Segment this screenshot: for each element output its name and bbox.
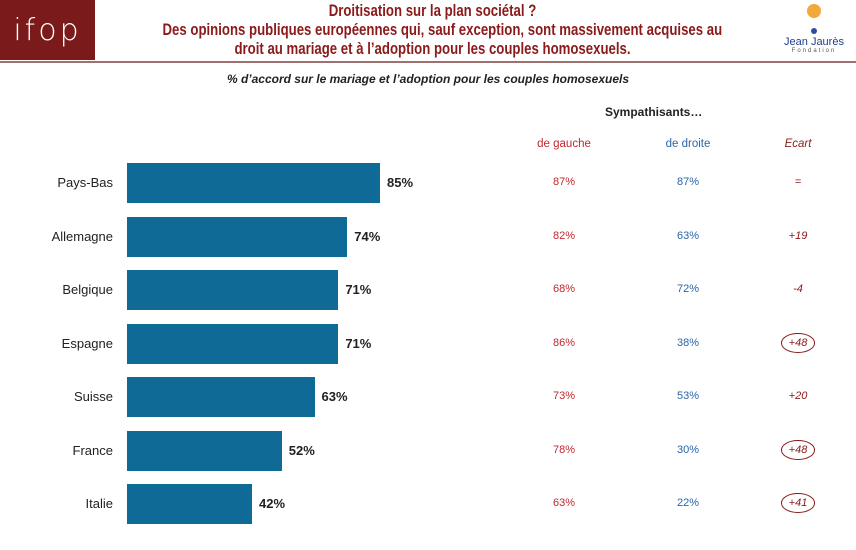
category-label: Italie xyxy=(85,496,113,511)
header-divider xyxy=(0,61,856,63)
ecart-value: = xyxy=(794,176,802,188)
category-label: Pays-Bas xyxy=(57,175,113,190)
bar xyxy=(127,484,252,524)
ecart-value: +48 xyxy=(780,332,816,353)
droite-cell: 72% xyxy=(676,283,700,295)
bar xyxy=(127,323,339,364)
bar xyxy=(127,430,282,471)
category-label: France xyxy=(72,442,113,458)
jean-jaures-logo: Jean Jaurès Fondation xyxy=(772,2,856,54)
ifop-logo: ifop xyxy=(0,0,95,60)
dot-icon xyxy=(811,28,817,34)
value-label: 74% xyxy=(354,228,381,244)
col-header-gauche: de gauche xyxy=(537,138,591,150)
ecart-value: +20 xyxy=(788,390,808,402)
group-header: Sympathisants… xyxy=(605,105,703,119)
ecart-value: +19 xyxy=(788,229,808,242)
value-label: 52% xyxy=(288,442,315,458)
ecart-value: +41 xyxy=(780,493,816,513)
ecart-cell: +48 xyxy=(758,332,838,353)
partner-sub: Fondation xyxy=(791,48,837,54)
droite-cell: 63% xyxy=(676,229,700,242)
chart-title: % d’accord sur le mariage et l’adoption … xyxy=(226,72,630,86)
ecart-value: -4 xyxy=(793,283,803,295)
partner-name: Jean Jaurès xyxy=(784,36,844,48)
title-line: droit au mariage et à l’adoption pour le… xyxy=(234,40,631,58)
gauche-cell: 63% xyxy=(552,497,576,509)
logo-text: ifop xyxy=(13,12,82,48)
col-header-droite: de droite xyxy=(665,138,711,150)
droite-cell: 38% xyxy=(676,336,700,349)
ecart-value: +48 xyxy=(780,439,816,460)
sun-icon xyxy=(807,4,821,18)
bar xyxy=(127,270,339,310)
value-label: 63% xyxy=(321,389,348,404)
bar xyxy=(127,163,380,203)
category-label: Espagne xyxy=(61,335,113,351)
gauche-cell: 73% xyxy=(552,390,576,402)
value-label: 71% xyxy=(345,335,372,351)
bar xyxy=(127,377,315,417)
droite-cell: 30% xyxy=(676,443,700,456)
title-line: Droitisation sur la plan sociétal ? xyxy=(328,2,537,20)
gauche-cell: 86% xyxy=(552,336,576,349)
page-title: Droitisation sur la plan sociétal ? Des … xyxy=(95,2,770,59)
col-header-ecart: Ecart xyxy=(784,138,812,150)
value-label: 71% xyxy=(345,282,372,297)
gauche-cell: 82% xyxy=(552,229,576,242)
droite-cell: 87% xyxy=(676,176,700,188)
value-label: 85% xyxy=(387,175,414,190)
ecart-cell: +41 xyxy=(758,493,838,513)
gauche-cell: 87% xyxy=(552,176,576,188)
bar xyxy=(127,216,348,257)
ecart-cell: +19 xyxy=(758,230,838,242)
gauche-cell: 78% xyxy=(552,443,576,456)
ecart-cell: = xyxy=(758,176,838,188)
category-label: Suisse xyxy=(73,389,113,404)
category-label: Allemagne xyxy=(51,228,113,244)
category-label: Belgique xyxy=(62,282,113,297)
value-label: 42% xyxy=(259,496,286,511)
title-line: Des opinions publiques européennes qui, … xyxy=(162,21,723,39)
ecart-cell: -4 xyxy=(758,283,838,295)
ecart-cell: +48 xyxy=(758,439,838,460)
droite-cell: 22% xyxy=(676,497,700,509)
gauche-cell: 68% xyxy=(552,283,576,295)
ecart-cell: +20 xyxy=(758,390,838,402)
droite-cell: 53% xyxy=(676,390,700,402)
